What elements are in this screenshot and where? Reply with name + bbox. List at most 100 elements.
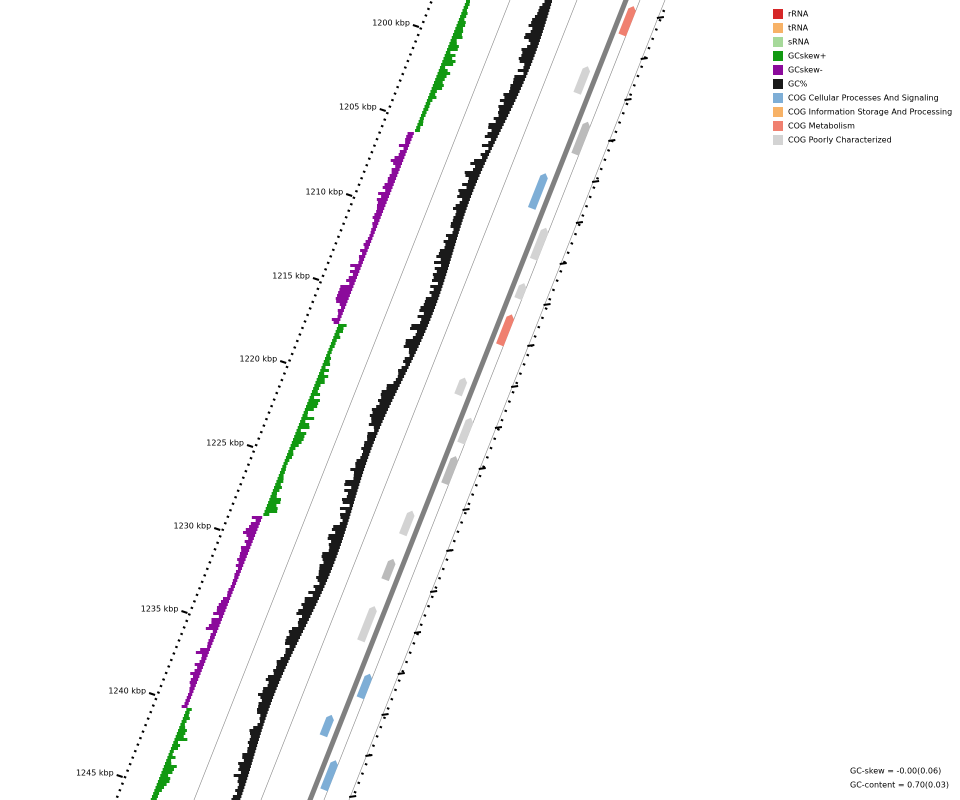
gc-content [434,267,449,270]
gc-content [322,558,336,561]
gc-content [374,429,379,432]
gene [454,377,468,397]
gene [356,673,373,700]
legend-label: sRNA [788,38,810,47]
gc-content [263,687,277,690]
gc-content [351,486,359,489]
gc-content [297,621,308,624]
gene-arrow [573,66,591,95]
gc-skew [179,726,186,729]
gc-content [371,408,389,411]
legend-swatch [773,37,783,47]
gc-skew [377,201,387,204]
gc-skew [405,141,411,144]
outer-tick [349,795,357,798]
gc-content [524,63,532,66]
gc-content [491,129,501,132]
gc-content [431,279,445,282]
gc-skew [436,75,447,78]
gc-content [445,243,456,246]
gc-skew [248,537,254,540]
gc-content [523,66,530,69]
gc-skew [282,465,287,468]
guide-line [193,0,511,800]
gc-content [273,672,284,675]
gc-skew [207,645,212,648]
gc-skew [424,105,430,108]
gc-skew [249,525,259,528]
gc-content [292,627,305,630]
gc-content [261,699,272,702]
axis-tick [246,444,254,448]
gc-content [284,654,292,657]
gc-content [397,375,405,378]
gc-skew [309,396,315,399]
gc-content [322,552,338,555]
gc-content [410,327,427,330]
gc-content [408,348,418,351]
outer-tick [640,57,648,60]
gc-skew [372,225,378,228]
gc-skew [398,153,406,156]
gc-content [433,288,442,291]
gc-skew [190,672,201,675]
gc-skew [241,549,250,552]
gc-skew [358,261,363,264]
gc-skew [337,309,344,312]
gc-content [243,759,253,762]
gc-content [345,480,361,483]
gc-content [420,306,436,309]
gc-skew [250,522,260,525]
gc-content [298,624,306,627]
gc-skew [246,543,252,546]
legend-label: tRNA [788,24,809,33]
gc-content [367,438,375,441]
gc-content [288,630,303,633]
gc-content [439,249,454,252]
gc-skew [451,36,463,39]
gc-skew [415,129,420,132]
gc-content [453,216,464,219]
gc-content [329,546,340,549]
gc-skew [336,300,348,303]
gc-skew [448,45,459,48]
gc-skew [358,255,366,258]
gc-content [313,585,325,588]
gc-content [284,642,298,645]
gc-skew [316,378,325,381]
gc-skew [216,609,226,612]
gc-content [238,783,246,786]
gc-skew [417,123,424,126]
gc-skew [434,81,443,84]
legend-swatch [773,65,783,75]
tick-label: 1205 kbp [339,103,377,112]
gc-skew [422,111,427,114]
gc-skew [437,72,451,75]
gc-content [249,729,262,732]
gc-skew [439,66,446,69]
gc-content [532,18,547,21]
gc-content [484,135,498,138]
gc-content [253,726,263,729]
gc-content [503,93,519,96]
gc-content [302,615,311,618]
gc-content [425,297,439,300]
gc-content [499,108,512,111]
gc-content [438,252,453,255]
gc-content [455,204,468,207]
gc-content [522,51,536,54]
gc-skew [194,669,202,672]
gc-content [331,540,342,543]
gc-content [301,603,317,606]
gc-content [429,291,441,294]
gc-skew [464,3,470,6]
gc-skew [216,606,227,609]
tick-label: 1220 kbp [239,355,277,364]
gc-skew [290,444,299,447]
gc-content [342,501,354,504]
gc-skew [393,162,403,165]
gc-content [273,669,285,672]
gc-content [318,570,331,573]
tick-label: 1240 kbp [108,687,146,696]
gc-skew [389,174,398,177]
